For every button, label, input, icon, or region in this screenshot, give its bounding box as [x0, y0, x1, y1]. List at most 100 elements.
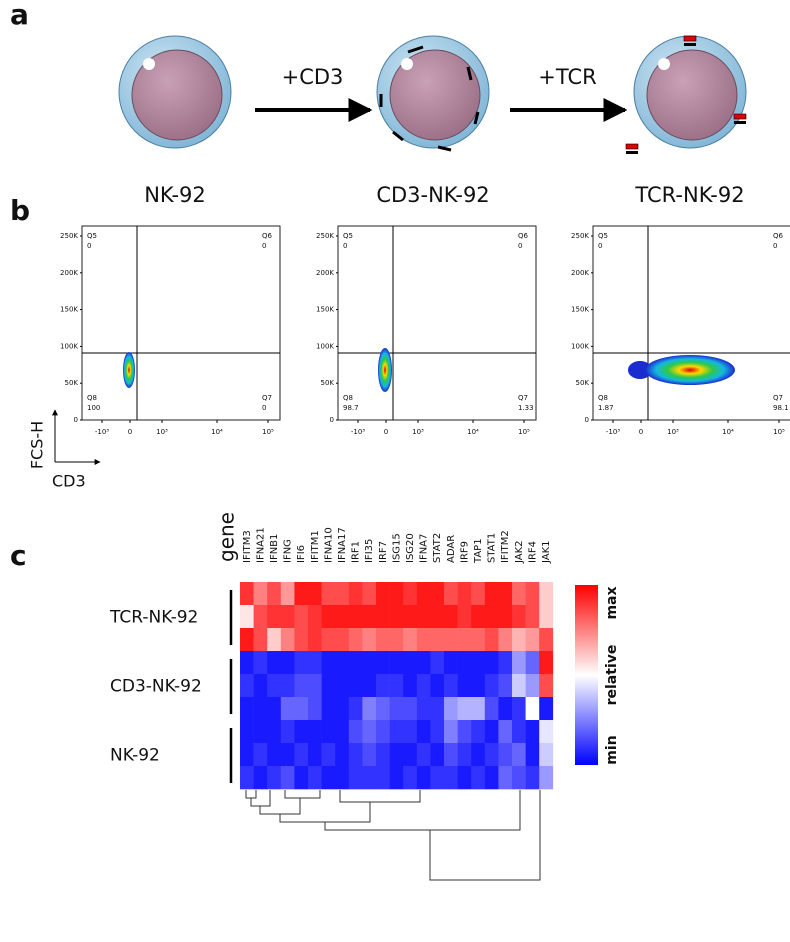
- tcr-marker: [733, 113, 747, 120]
- heatmap-cell: [389, 720, 404, 744]
- heatmap-cell: [308, 582, 322, 606]
- heatmap-cell: [403, 605, 418, 629]
- heatmap-cell: [471, 674, 486, 698]
- heatmap-cell: [294, 766, 309, 790]
- cd3-marker: [437, 145, 452, 152]
- heatmap-cell: [539, 720, 554, 744]
- heatmap-cell: [335, 628, 350, 652]
- heatmap-cell: [362, 766, 377, 790]
- heatmap-cell: [294, 674, 309, 698]
- gene-header: gene: [215, 512, 239, 562]
- heatmap-cell: [525, 582, 540, 606]
- quadrant-name: Q8: [343, 394, 353, 402]
- heatmap-cell: [498, 651, 513, 675]
- heatmap-cell: [362, 605, 377, 629]
- heatmap-cell: [403, 697, 418, 721]
- x-tick-label: 10⁵: [773, 428, 785, 436]
- plot-frame: [337, 225, 537, 421]
- heatmap-cell: [362, 697, 377, 721]
- heatmap-cell: [240, 582, 254, 606]
- tcr-marker: [684, 43, 696, 46]
- cd3-marker: [473, 111, 480, 125]
- gene-label: STAT1: [487, 533, 498, 563]
- heatmap-cell: [457, 628, 472, 652]
- x-axis-label: CD3: [52, 472, 86, 491]
- heatmap-cell: [525, 605, 540, 629]
- heatmap-cell: [457, 651, 472, 675]
- heatmap-cell: [308, 674, 322, 698]
- heatmap-cell: [376, 720, 390, 744]
- heatmap-cell: [348, 720, 363, 744]
- heatmap-cell: [484, 766, 499, 790]
- y-axis-label: FCS-H: [28, 421, 47, 469]
- tcr-marker: [626, 151, 638, 154]
- tcr-marker: [625, 143, 639, 150]
- heatmap-cell: [280, 651, 295, 675]
- heatmap-cell: [457, 605, 472, 629]
- heatmap-cell: [512, 651, 526, 675]
- heatmap-cell: [512, 766, 526, 790]
- heatmap-cell: [308, 720, 322, 744]
- heatmap-cell: [498, 697, 513, 721]
- density-blob: [123, 352, 135, 388]
- gene-label: IFNA10: [323, 527, 334, 563]
- gene-label: STAT2: [432, 533, 443, 563]
- heatmap-cell: [539, 674, 554, 698]
- quadrant-value: 0: [598, 242, 602, 250]
- heatmap-cell: [321, 582, 336, 606]
- heatmap-cell: [240, 605, 254, 629]
- heatmap-cell: [389, 674, 404, 698]
- heatmap-cell: [308, 743, 322, 767]
- heatmap-cell: [267, 582, 282, 606]
- legend-min: min: [604, 735, 620, 764]
- heatmap-cell: [253, 628, 268, 652]
- y-tick-label: 250K: [571, 232, 589, 240]
- heatmap-cell: [512, 605, 526, 629]
- heatmap-cell: [267, 674, 282, 698]
- heatmap-cell: [430, 697, 445, 721]
- heatmap-cell: [321, 720, 336, 744]
- heatmap-cell: [376, 628, 390, 652]
- heatmap-cell: [280, 766, 295, 790]
- gene-label: JAK2: [514, 540, 525, 564]
- cell-label: CD3-NK-92: [376, 183, 489, 207]
- heatmap-cell: [416, 605, 431, 629]
- cell-nucleus: [646, 49, 738, 141]
- heatmap-cell: [321, 766, 336, 790]
- gene-label: IFITM1: [310, 530, 321, 563]
- quadrant-name: Q5: [343, 232, 353, 240]
- heatmap-cell: [457, 720, 472, 744]
- heatmap-cell: [484, 743, 499, 767]
- heatmap-cell: [308, 651, 322, 675]
- heatmap-cell: [498, 605, 513, 629]
- heatmap-cell: [348, 697, 363, 721]
- heatmap-cell: [294, 743, 309, 767]
- heatmap-cell: [294, 605, 309, 629]
- heatmap-cell: [348, 674, 363, 698]
- y-tick-label: 150K: [316, 306, 334, 314]
- y-tick-label: 250K: [316, 232, 334, 240]
- heatmap-cell: [335, 674, 350, 698]
- y-tick-label: 0: [585, 416, 589, 424]
- heatmap-cell: [525, 720, 540, 744]
- y-tick-label: 150K: [571, 306, 589, 314]
- highlight: [401, 58, 413, 70]
- heatmap-cell: [416, 651, 431, 675]
- heatmap-cell: [444, 743, 458, 767]
- heatmap-cell: [253, 766, 268, 790]
- x-tick-label: -10³: [351, 428, 365, 436]
- quadrant-name: Q6: [518, 232, 529, 240]
- x-tick-label: -10³: [606, 428, 620, 436]
- heatmap-cell: [294, 720, 309, 744]
- heatmap-cell: [484, 697, 499, 721]
- cell-label: NK-92: [144, 183, 206, 207]
- heatmap-cell: [253, 743, 268, 767]
- heatmap-cell: [308, 766, 322, 790]
- quadrant-value: 0: [262, 404, 266, 412]
- quadrant-name: Q7: [262, 394, 272, 402]
- gene-label: IFNA21: [255, 527, 266, 563]
- heatmap-cell: [471, 582, 486, 606]
- heatmap-cell: [416, 582, 431, 606]
- y-tick-label: 200K: [316, 269, 334, 277]
- group-label: CD3-NK-92: [110, 677, 202, 697]
